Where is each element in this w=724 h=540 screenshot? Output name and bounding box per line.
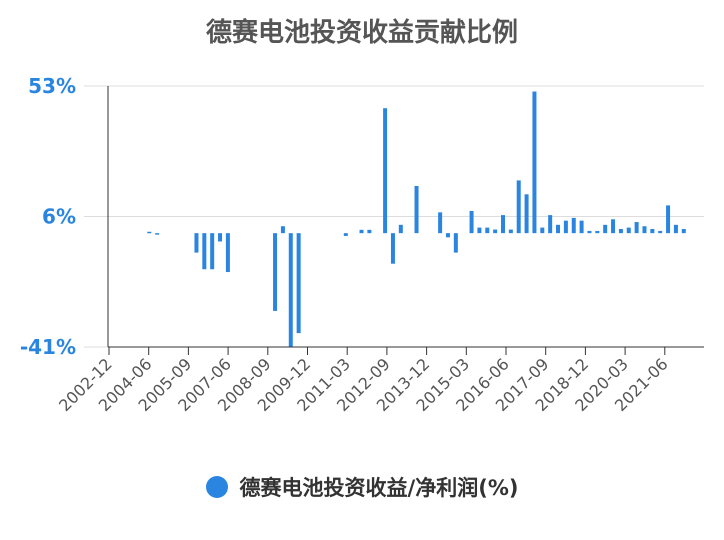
bar — [453, 233, 458, 253]
bar — [210, 233, 215, 270]
bar — [587, 230, 592, 234]
bar — [556, 224, 561, 234]
bar — [202, 233, 207, 270]
bar — [359, 229, 364, 234]
y-axis-ticks: 53% 6% -41% — [20, 74, 76, 359]
bar — [571, 217, 576, 234]
bar — [296, 233, 301, 334]
legend: 德赛电池投资收益/净利润(%) — [0, 472, 724, 502]
bar — [508, 229, 513, 234]
bar — [445, 233, 450, 238]
axes — [107, 86, 704, 355]
bar — [603, 224, 608, 234]
bar — [673, 224, 678, 234]
y-tick-label: -41% — [20, 335, 76, 359]
bar — [532, 91, 537, 234]
bar — [595, 230, 600, 234]
bar — [611, 219, 616, 234]
bar-series — [147, 91, 686, 347]
bar — [273, 233, 278, 311]
bar — [155, 233, 160, 235]
bar — [390, 233, 395, 264]
bar — [225, 233, 230, 273]
bar — [414, 185, 419, 234]
bar — [477, 227, 482, 234]
gridlines — [84, 85, 704, 348]
bar — [579, 220, 584, 234]
bar — [367, 229, 372, 234]
bar — [438, 212, 443, 234]
bar — [548, 215, 553, 234]
bar — [343, 233, 348, 236]
bar — [540, 227, 545, 234]
bar — [383, 108, 388, 234]
bar — [493, 229, 498, 234]
bar — [194, 233, 199, 253]
legend-swatch-icon — [205, 476, 228, 498]
bar — [218, 233, 223, 242]
bar — [650, 228, 655, 234]
bar — [280, 226, 285, 234]
bar — [469, 210, 474, 234]
bar — [516, 180, 521, 234]
bar — [563, 220, 568, 234]
bar — [147, 231, 152, 234]
bar — [626, 227, 631, 234]
bar — [501, 215, 505, 234]
bar — [288, 233, 293, 347]
y-tick-label: 6% — [42, 205, 76, 229]
bar — [642, 226, 647, 234]
bar — [681, 228, 686, 234]
bar — [485, 227, 490, 234]
chart-title: 德赛电池投资收益贡献比例 — [205, 18, 518, 48]
bar — [666, 205, 671, 234]
y-tick-label: 53% — [28, 74, 76, 98]
bar — [398, 224, 403, 234]
bar — [658, 230, 663, 234]
legend-label: 德赛电池投资收益/净利润(%) — [239, 476, 519, 500]
bar — [524, 194, 529, 234]
bar — [634, 222, 639, 234]
bar — [618, 228, 623, 234]
x-axis-ticks: 2002-122004-062005-092007-062008-092009-… — [55, 354, 672, 415]
